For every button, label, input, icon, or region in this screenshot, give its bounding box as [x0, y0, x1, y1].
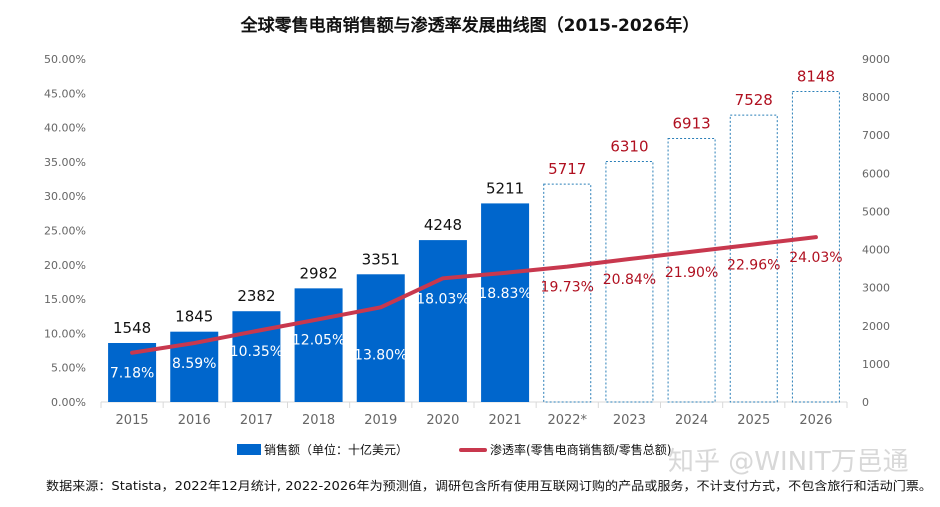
x-axis-tick-label: 2015	[116, 413, 149, 428]
line-value-label: 20.84%	[603, 272, 656, 288]
x-axis-tick-label: 2019	[364, 413, 397, 428]
x-axis-tick-label: 2022*	[547, 413, 587, 428]
bar	[294, 288, 343, 402]
chart-title: 全球零售电商销售额与渗透率发展曲线图（2015-2026年）	[240, 15, 700, 36]
x-axis-tick-label: 2024	[675, 413, 708, 428]
bar-value-label: 2982	[299, 264, 337, 282]
left-axis-tick-label: 40.00%	[44, 122, 86, 135]
line-value-label: 18.83%	[478, 286, 531, 302]
bar-value-label: 4248	[424, 216, 462, 234]
left-axis-tick-label: 35.00%	[44, 156, 86, 169]
x-axis-tick-label: 2018	[302, 413, 335, 428]
bar	[481, 203, 530, 402]
legend-line-label: 渗透率(零售电商销售额/零售总额)	[490, 442, 671, 457]
bar-value-label: 6913	[672, 115, 710, 133]
x-axis-tick-label: 2023	[613, 413, 646, 428]
line-value-label: 19.73%	[541, 280, 594, 296]
right-axis-tick-label: 4000	[862, 244, 890, 257]
right-axis-tick-label: 0	[862, 396, 869, 409]
bar-value-label: 1845	[175, 308, 213, 326]
left-axis-tick-label: 25.00%	[44, 225, 86, 238]
x-axis-tick-label: 2020	[426, 413, 459, 428]
bar-value-label: 6310	[610, 138, 648, 156]
left-axis-tick-label: 5.00%	[51, 362, 86, 375]
penetration-rate-line	[130, 235, 818, 355]
line-value-label: 24.03%	[789, 250, 842, 266]
left-axis-tick-label: 50.00%	[44, 53, 86, 66]
right-axis-tick-label: 5000	[862, 205, 890, 218]
line-value-label: 18.03%	[416, 291, 469, 307]
bar-forecast	[729, 114, 778, 403]
line-value-label: 13.80%	[354, 347, 407, 363]
left-axis-tick-label: 30.00%	[44, 190, 86, 203]
bar-value-label: 3351	[362, 250, 400, 268]
line-value-label: 12.05%	[292, 332, 345, 348]
legend-bar-label: 销售额（单位：十亿美元）	[264, 442, 408, 457]
bar-value-label: 7528	[735, 91, 773, 109]
line-value-label: 8.59%	[172, 356, 216, 372]
right-axis-tick-label: 9000	[862, 53, 890, 66]
bar-value-label: 8148	[797, 67, 835, 85]
line-value-label: 21.90%	[665, 265, 718, 281]
left-axis-tick-label: 45.00%	[44, 87, 86, 100]
bar-forecast	[667, 138, 716, 403]
right-axis-tick-label: 2000	[862, 320, 890, 333]
left-axis-tick-label: 20.00%	[44, 259, 86, 272]
right-axis-tick-label: 8000	[862, 91, 890, 104]
bar-value-label: 5717	[548, 160, 586, 178]
watermark: 知乎 @WINIT万邑通	[668, 447, 909, 477]
footnote: 数据来源：Statista，2022年12月统计, 2022-2026年为预测值…	[46, 478, 932, 493]
bar-forecast	[791, 90, 840, 403]
left-axis-tick-label: 15.00%	[44, 293, 86, 306]
right-axis-tick-label: 1000	[862, 358, 890, 371]
bar-value-label: 1548	[113, 319, 151, 337]
bar	[356, 274, 405, 402]
legend-bar-swatch	[237, 444, 261, 455]
legend: 销售额（单位：十亿美元） 渗透率(零售电商销售额/零售总额)	[237, 442, 671, 457]
bar-value-label: 2382	[237, 287, 275, 305]
line-value-label: 22.96%	[727, 257, 780, 273]
left-axis-tick-label: 0.00%	[51, 396, 86, 409]
left-axis-tick-label: 10.00%	[44, 327, 86, 340]
x-axis-tick-label: 2025	[737, 413, 770, 428]
x-axis-tick-label: 2016	[178, 413, 211, 428]
x-axis-tick-label: 2017	[240, 413, 273, 428]
x-axis-tick-label: 2021	[489, 413, 522, 428]
line-value-label: 7.18%	[110, 366, 154, 382]
bar-forecast	[543, 183, 592, 403]
right-axis-tick-label: 3000	[862, 282, 890, 295]
x-axis-tick-label: 2026	[799, 413, 832, 428]
bar-value-label: 5211	[486, 179, 524, 197]
line-value-label: 10.35%	[230, 344, 283, 360]
bar	[418, 240, 467, 402]
right-axis-tick-label: 7000	[862, 129, 890, 142]
legend-line-swatch	[459, 448, 487, 452]
right-axis-tick-label: 6000	[862, 167, 890, 180]
